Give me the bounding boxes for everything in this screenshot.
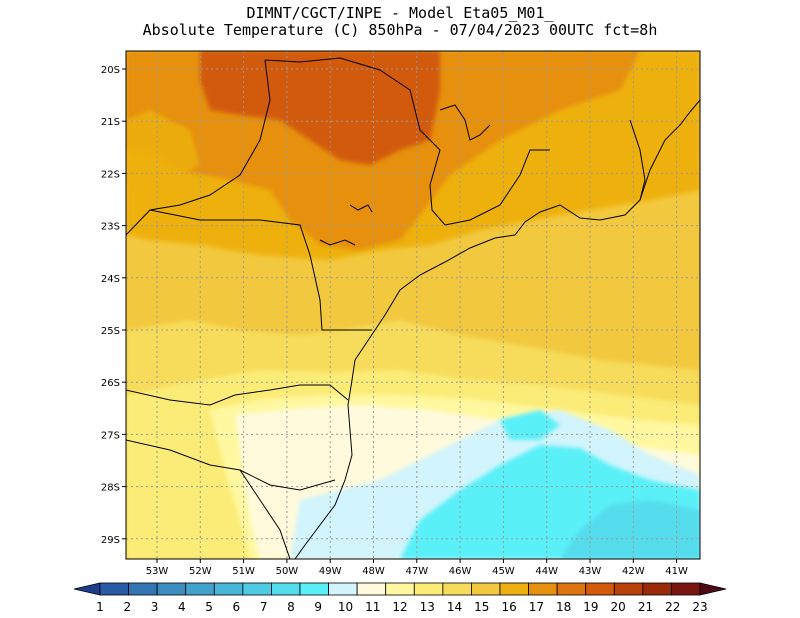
state-border-4	[629, 119, 646, 201]
state-border-7	[239, 469, 291, 559]
map-frame	[125, 50, 701, 560]
colorbar-swatch	[328, 582, 358, 596]
map-axes: 20S 21S 22S 23S 24S 25S 26S 27S 28S 29S 53W 52W 51W 5…	[101, 65, 688, 577]
colorbar-label: 13	[420, 600, 435, 614]
colorbar-label: 17	[529, 600, 544, 614]
lon-label: 47W	[405, 566, 428, 577]
colorbar-label: 16	[501, 600, 516, 614]
lon-label: 48W	[362, 566, 385, 577]
map-title-line1: DIMNT/CGCT/INPE - Model Eta05_M01_	[246, 4, 554, 22]
colorbar-swatch	[99, 582, 129, 596]
lat-label: 25S	[101, 326, 120, 337]
colorbar-label: 10	[338, 600, 353, 614]
colorbar-label: 8	[287, 600, 295, 614]
colorbar-arrow-left	[73, 582, 101, 596]
boundaries	[126, 57, 700, 559]
colorbar-label: 14	[447, 600, 462, 614]
colorbar-swatch	[356, 582, 387, 596]
lat-label: 28S	[101, 483, 120, 494]
colorbar-swatch	[299, 582, 329, 596]
lon-label: 49W	[319, 566, 342, 577]
colorbar-label: 11	[365, 600, 380, 614]
colorbar-swatch	[156, 582, 187, 596]
lon-label: 41W	[665, 566, 688, 577]
lon-label: 44W	[535, 566, 558, 577]
colorbar-label: 15	[474, 600, 489, 614]
state-border-2	[149, 209, 372, 331]
colorbar-label: 7	[260, 600, 268, 614]
lat-label: 21S	[101, 117, 120, 128]
lat-label: 24S	[101, 274, 120, 285]
field-band-18	[200, 51, 440, 165]
colorbar-label: 19	[583, 600, 598, 614]
river-3	[319, 239, 356, 246]
colorbar-label: 18	[556, 600, 571, 614]
colorbar-swatch	[385, 582, 415, 596]
colorbar-swatch	[556, 582, 587, 596]
colorbar-swatch	[499, 582, 529, 596]
temperature-field	[126, 51, 700, 559]
colorbar-label: 3	[151, 600, 159, 614]
state-border-3	[264, 57, 550, 226]
lon-label: 53W	[146, 566, 169, 577]
lon-label: 42W	[622, 566, 645, 577]
colorbar-label: 1	[96, 600, 104, 614]
colorbar-label: 6	[233, 600, 241, 614]
colorbar-label: 4	[178, 600, 186, 614]
colorbar-swatch	[128, 582, 158, 596]
colorbar-label: 5	[205, 600, 213, 614]
colorbar-swatch	[271, 582, 301, 596]
lat-lon-grid	[126, 51, 700, 559]
colorbar-swatch	[642, 582, 672, 596]
lon-label: 43W	[579, 566, 602, 577]
state-border-5	[126, 384, 349, 406]
colorbar-swatch	[585, 582, 615, 596]
colorbar-swatch	[213, 582, 244, 596]
lat-label: 23S	[101, 222, 120, 233]
colorbar-label: 2	[123, 600, 131, 614]
colorbar-arrow-right	[699, 582, 727, 596]
state-border-1	[126, 59, 271, 236]
colorbar-swatch	[528, 582, 558, 596]
colorbar-swatch	[185, 582, 215, 596]
lon-label: 45W	[492, 566, 515, 577]
field-band-9b	[500, 410, 560, 440]
colorbar-swatch	[471, 582, 501, 596]
colorbar-swatch	[442, 582, 472, 596]
lat-label: 29S	[101, 535, 120, 546]
lon-label: 52W	[189, 566, 212, 577]
colorbar-swatch	[613, 582, 644, 596]
lat-label: 22S	[101, 169, 120, 180]
colorbar: 1 2 3 4 5 6 7 8 9 10 11 12 13 14 15 16 17 18 19 20 21 22 23	[73, 582, 727, 614]
river-1	[439, 104, 491, 141]
river-2	[349, 204, 373, 213]
colorbar-label: 21	[638, 600, 653, 614]
colorbar-swatch	[242, 582, 272, 596]
field-band-16b	[126, 110, 200, 185]
lat-label: 27S	[101, 430, 120, 441]
colorbar-label: 9	[314, 600, 322, 614]
lon-label: 50W	[276, 566, 299, 577]
colorbar-label: 23	[692, 600, 707, 614]
colorbar-swatch	[413, 582, 444, 596]
colorbar-label: 20	[611, 600, 626, 614]
colorbar-label: 12	[392, 600, 407, 614]
lon-label: 51W	[232, 566, 255, 577]
lat-label: 26S	[101, 378, 120, 389]
colorbar-swatch	[671, 582, 701, 596]
lat-label: 20S	[101, 65, 120, 76]
lon-label: 46W	[449, 566, 472, 577]
colorbar-label: 22	[665, 600, 680, 614]
field-band-8	[560, 500, 700, 559]
map-title-line2: Absolute Temperature (C) 850hPa - 07/04/…	[142, 21, 658, 39]
